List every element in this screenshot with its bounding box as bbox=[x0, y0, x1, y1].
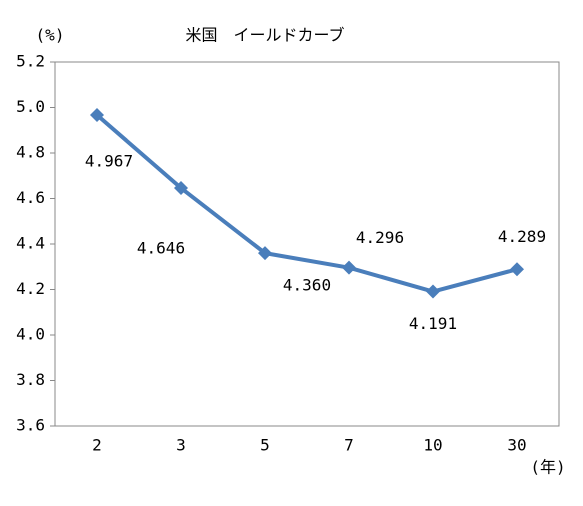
y-tick-label: 3.8 bbox=[16, 370, 45, 389]
data-label: 4.296 bbox=[356, 228, 404, 247]
plot-area bbox=[54, 61, 560, 427]
y-tick-label: 4.2 bbox=[16, 279, 45, 298]
y-unit: (%) bbox=[36, 26, 65, 45]
data-label: 4.191 bbox=[409, 314, 457, 333]
x-tick-label: 10 bbox=[423, 436, 442, 455]
marker bbox=[342, 260, 356, 275]
data-label: 4.646 bbox=[137, 239, 185, 258]
chart-title: 米国 イールドカーブ bbox=[185, 26, 344, 45]
marker bbox=[90, 108, 104, 123]
x-tick-label: 5 bbox=[260, 436, 270, 455]
marker bbox=[426, 284, 440, 299]
x-tick-label: 30 bbox=[507, 436, 526, 455]
x-tick-label: 7 bbox=[344, 436, 354, 455]
data-label: 4.967 bbox=[85, 152, 133, 171]
y-tick-label: 3.6 bbox=[16, 416, 45, 435]
y-tick-label: 4.8 bbox=[16, 143, 45, 162]
data-label: 4.360 bbox=[283, 276, 331, 295]
y-tick-label: 4.0 bbox=[16, 325, 45, 344]
x-tick-label: 2 bbox=[92, 436, 102, 455]
y-tick-label: 5.0 bbox=[16, 97, 45, 116]
y-tick-label: 5.2 bbox=[16, 52, 45, 71]
marker bbox=[510, 262, 524, 277]
x-tick-label: 3 bbox=[176, 436, 186, 455]
line bbox=[95, 113, 518, 294]
data-label: 4.289 bbox=[498, 227, 546, 246]
x-unit: (年) bbox=[530, 458, 565, 477]
y-tick-label: 4.4 bbox=[16, 234, 45, 253]
y-tick-label: 4.6 bbox=[16, 188, 45, 207]
marker bbox=[174, 181, 188, 196]
marker bbox=[258, 246, 272, 261]
